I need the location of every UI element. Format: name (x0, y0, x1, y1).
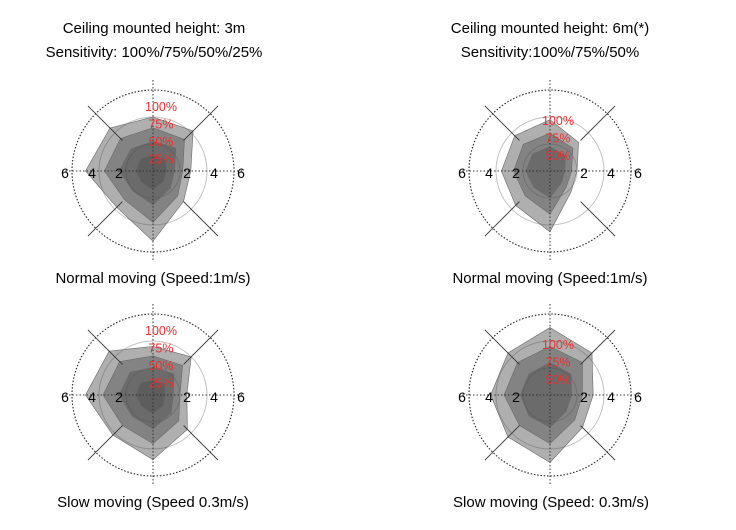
axis-tick-label: 2 (115, 165, 123, 181)
axis-diagonal-1 (580, 329, 616, 365)
sensitivity-label: 75% (545, 356, 570, 370)
axis-tick-label: 6 (458, 165, 466, 181)
axis-tick-label: 2 (183, 389, 191, 405)
axis-tick-label: 6 (237, 389, 245, 405)
radar-chart-6m-normal: 6 4 2 2 4 6 100% 75% 50% (458, 80, 642, 262)
axis-tick-label: 6 (458, 389, 466, 405)
sensitivity-label: 100% (542, 338, 574, 352)
axis-diagonal-3 (87, 329, 123, 365)
sensitivity-label: 25% (148, 377, 173, 391)
axis-tick-label: 2 (115, 389, 123, 405)
grid-ring-6m (468, 89, 632, 253)
axis-diagonal-3 (484, 105, 520, 141)
axis-diagonal-0 (183, 201, 219, 237)
radar-chart-6m-slow: 6 4 2 2 4 6 100% 75% 50% (458, 304, 642, 486)
axis-diagonal-1 (580, 105, 616, 141)
axis-tick-label: 4 (88, 389, 96, 405)
axis-tick-label: 6 (61, 389, 69, 405)
coverage-area-50pct (525, 146, 566, 199)
grid-ring-6m (71, 89, 235, 253)
axis-diagonal-2 (484, 201, 520, 237)
caption-6m-normal: Normal moving (Speed:1m/s) (452, 270, 648, 287)
axis-tick-label: 2 (512, 165, 520, 181)
axis-tick-label: 4 (88, 165, 96, 181)
axis-diagonal-3 (87, 105, 123, 141)
axis-diagonal-0 (580, 201, 616, 237)
heading-sensitivity-3m: Sensitivity: 100%/75%/50%/25% (45, 44, 263, 61)
caption-3m-normal: Normal moving (Speed:1m/s) (55, 270, 251, 287)
heading-sensitivity-6m: Sensitivity:100%/75%/50% (460, 44, 640, 61)
axis-diagonal-0 (580, 425, 616, 461)
sensitivity-label: 75% (148, 118, 173, 132)
radar-chart-3m-slow: 6 4 2 2 4 6 100% 75% 50% 25% (61, 304, 245, 486)
sensitivity-label: 50% (545, 373, 570, 387)
axis-tick-label: 2 (580, 389, 588, 405)
sensitivity-label: 50% (545, 149, 570, 163)
axis-tick-label: 4 (607, 165, 615, 181)
grid-ring-6m (468, 313, 632, 477)
sensitivity-label: 100% (145, 100, 177, 114)
coverage-area-75pct (102, 355, 183, 444)
axis-diagonal-0 (183, 425, 219, 461)
sensitivity-label: 75% (545, 132, 570, 146)
sensitivity-label: 50% (148, 359, 173, 373)
coverage-area-75pct (104, 127, 185, 223)
axis-tick-label: 4 (607, 389, 615, 405)
coverage-area-50pct (118, 367, 175, 430)
sensitivity-label: 75% (148, 342, 173, 356)
axis-tick-label: 6 (634, 389, 642, 405)
sensitivity-label: 50% (148, 135, 173, 149)
caption-6m-slow: Slow moving (Speed: 0.3m/s) (453, 494, 649, 511)
axis-diagonal-1 (183, 329, 219, 365)
axis-tick-label: 4 (485, 389, 493, 405)
caption-3m-slow: Slow moving (Speed 0.3m/s) (57, 494, 249, 511)
sensitivity-label: 25% (148, 153, 173, 167)
axis-tick-label: 2 (580, 165, 588, 181)
axis-tick-label: 6 (61, 165, 69, 181)
heading-height-3m: Ceiling mounted height: 3m (62, 20, 246, 37)
axis-tick-label: 2 (512, 389, 520, 405)
coverage-area-100pct (85, 346, 192, 461)
sensitivity-label: 100% (145, 324, 177, 338)
axis-tick-label: 6 (237, 165, 245, 181)
axis-tick-label: 6 (634, 165, 642, 181)
axis-diagonal-2 (484, 425, 520, 461)
heading-height-6m: Ceiling mounted height: 6m(*) (450, 20, 650, 37)
axis-tick-label: 4 (210, 389, 218, 405)
axis-diagonal-1 (183, 105, 219, 141)
axis-diagonal-2 (87, 201, 123, 237)
sensitivity-label: 100% (542, 114, 574, 128)
axis-tick-label: 4 (485, 165, 493, 181)
axis-diagonal-2 (87, 425, 123, 461)
grid-ring-6m (71, 313, 235, 477)
axis-diagonal-3 (484, 329, 520, 365)
axis-tick-label: 4 (210, 165, 218, 181)
radar-chart-3m-normal: 6 4 2 2 4 6 100% 75% 50% 25% (61, 80, 245, 262)
axis-tick-label: 2 (183, 165, 191, 181)
